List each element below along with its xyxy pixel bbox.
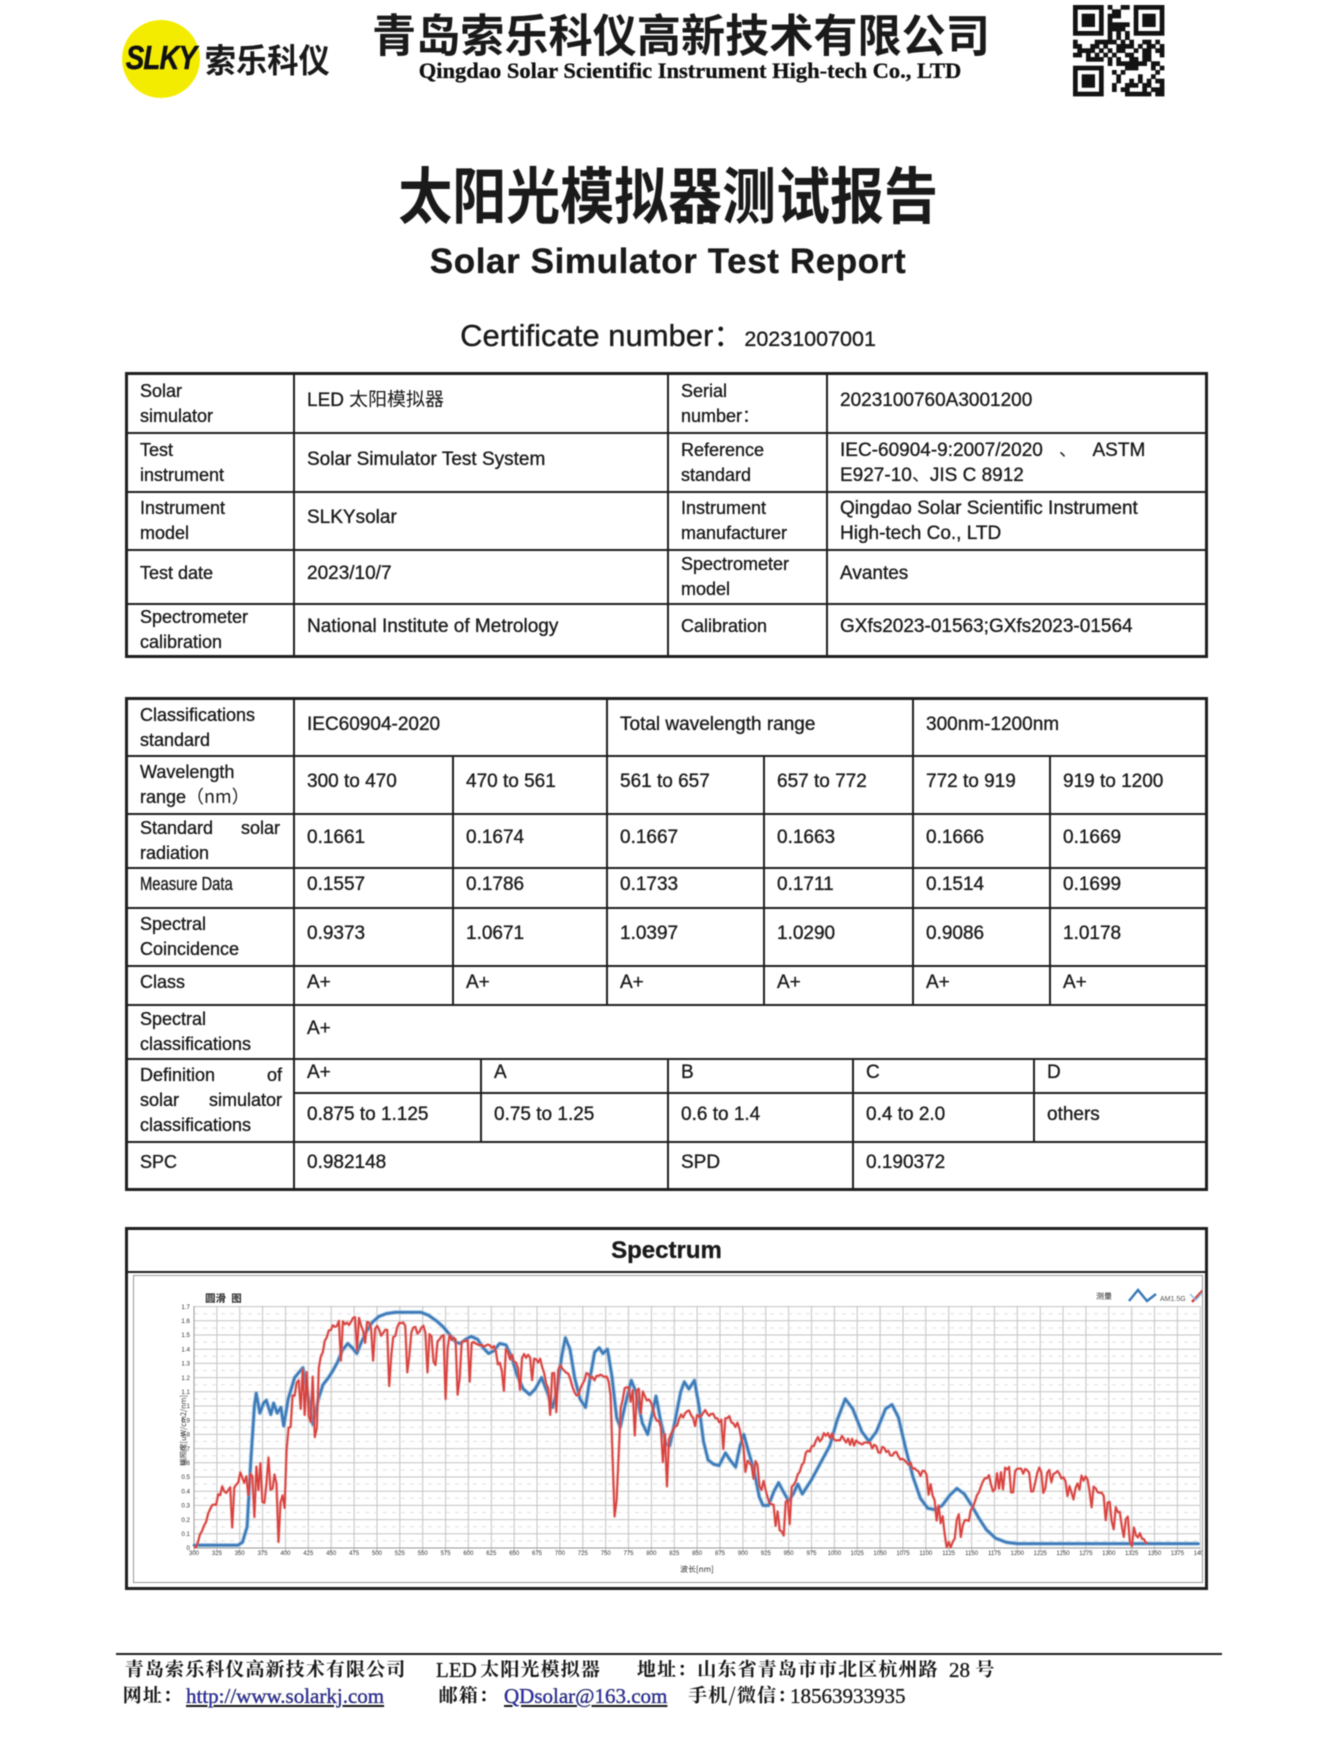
svg-text:1.7: 1.7 — [181, 1304, 190, 1311]
svg-text:0.7: 0.7 — [181, 1446, 190, 1453]
svg-text:0.4: 0.4 — [181, 1488, 190, 1495]
svg-text:500: 500 — [372, 1551, 383, 1557]
svg-text:1300: 1300 — [1102, 1551, 1116, 1557]
svg-text:975: 975 — [806, 1551, 817, 1557]
svg-text:1.2: 1.2 — [181, 1375, 190, 1382]
svg-text:1400: 1400 — [1194, 1551, 1202, 1557]
svg-text:1325: 1325 — [1125, 1551, 1139, 1557]
svg-text:325: 325 — [212, 1551, 223, 1557]
svg-text:350: 350 — [235, 1551, 246, 1557]
svg-text:475: 475 — [349, 1551, 360, 1557]
svg-text:1175: 1175 — [988, 1551, 1002, 1557]
svg-text:1150: 1150 — [965, 1551, 979, 1557]
svg-text:300: 300 — [189, 1551, 200, 1557]
svg-text:1000: 1000 — [828, 1551, 842, 1557]
svg-text:1050: 1050 — [873, 1551, 887, 1557]
svg-text:525: 525 — [395, 1551, 406, 1557]
svg-text:0.6: 0.6 — [181, 1460, 190, 1467]
svg-text:0: 0 — [187, 1545, 191, 1552]
svg-text:0.9: 0.9 — [181, 1417, 190, 1424]
svg-text:675: 675 — [532, 1551, 543, 1557]
svg-text:450: 450 — [326, 1551, 337, 1557]
svg-text:0.1: 0.1 — [181, 1531, 190, 1538]
svg-text:625: 625 — [486, 1551, 497, 1557]
svg-text:550: 550 — [418, 1551, 429, 1557]
svg-text:1: 1 — [187, 1403, 191, 1410]
svg-text:725: 725 — [578, 1551, 589, 1557]
svg-text:0.3: 0.3 — [181, 1503, 190, 1510]
svg-text:1375: 1375 — [1171, 1551, 1185, 1557]
svg-text:775: 775 — [623, 1551, 634, 1557]
svg-text:800: 800 — [646, 1551, 657, 1557]
svg-text:1250: 1250 — [1056, 1551, 1070, 1557]
svg-text:1075: 1075 — [896, 1551, 910, 1557]
svg-text:1.6: 1.6 — [181, 1318, 190, 1325]
svg-text:1200: 1200 — [1011, 1551, 1025, 1557]
svg-text:950: 950 — [784, 1551, 795, 1557]
svg-text:0.2: 0.2 — [181, 1517, 190, 1524]
svg-text:375: 375 — [258, 1551, 269, 1557]
svg-text:1025: 1025 — [851, 1551, 865, 1557]
svg-text:925: 925 — [761, 1551, 772, 1557]
svg-text:700: 700 — [555, 1551, 566, 1557]
svg-text:1100: 1100 — [919, 1551, 933, 1557]
svg-text:AM1.5G: AM1.5G — [1160, 1296, 1186, 1303]
svg-text:875: 875 — [715, 1551, 726, 1557]
svg-text:1.1: 1.1 — [181, 1389, 190, 1396]
svg-text:600: 600 — [463, 1551, 474, 1557]
svg-text:1.5: 1.5 — [181, 1332, 190, 1339]
svg-text:0.5: 0.5 — [181, 1474, 190, 1481]
svg-text:1.4: 1.4 — [181, 1346, 190, 1353]
svg-text:1275: 1275 — [1079, 1551, 1093, 1557]
svg-text:750: 750 — [601, 1551, 612, 1557]
svg-text:1125: 1125 — [942, 1551, 956, 1557]
svg-text:850: 850 — [692, 1551, 703, 1557]
svg-text:900: 900 — [738, 1551, 749, 1557]
svg-text:1.3: 1.3 — [181, 1361, 190, 1368]
svg-text:650: 650 — [509, 1551, 520, 1557]
svg-text:825: 825 — [669, 1551, 680, 1557]
svg-text:1225: 1225 — [1034, 1551, 1048, 1557]
svg-text:425: 425 — [303, 1551, 314, 1557]
svg-text:400: 400 — [280, 1551, 291, 1557]
svg-text:1350: 1350 — [1148, 1551, 1162, 1557]
svg-text:575: 575 — [441, 1551, 452, 1557]
